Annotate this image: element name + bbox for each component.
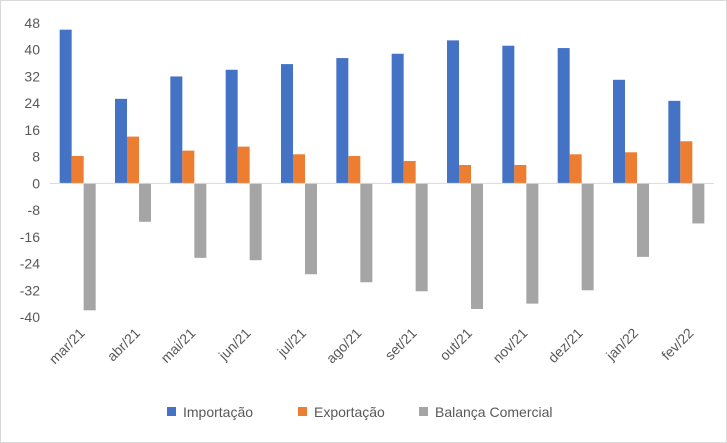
legend: Importação Exportação Balança Comercial: [167, 404, 553, 420]
bar: [459, 164, 471, 184]
bars: [59, 29, 705, 311]
bar: [581, 183, 594, 291]
x-tick-label: mai/21: [157, 325, 198, 366]
bar: [502, 45, 515, 184]
bar: [569, 154, 582, 184]
bar: [692, 183, 705, 224]
bar: [194, 183, 207, 258]
bar: [637, 183, 649, 257]
legend-label: Exportação: [314, 404, 385, 420]
bar: [526, 183, 539, 304]
x-tick-label: fev/22: [658, 325, 696, 363]
legend-label: Importação: [183, 404, 253, 420]
bar: [83, 183, 96, 311]
y-tick-label: -32: [20, 282, 40, 298]
x-tick-label: out/21: [436, 325, 475, 364]
x-tick-label: jun/21: [215, 325, 254, 364]
bar: [360, 183, 373, 283]
y-tick-label: 16: [24, 122, 40, 138]
x-tick-label: mar/21: [46, 325, 88, 367]
y-tick-label: 24: [24, 95, 40, 111]
legend-swatch: [167, 407, 176, 416]
bar: [447, 40, 459, 184]
bar: [71, 155, 84, 184]
x-tick-label: abr/21: [104, 325, 144, 365]
y-tick-label: 32: [24, 68, 40, 84]
bar: [237, 146, 250, 184]
bar: [415, 183, 428, 292]
y-tick-label: 40: [24, 42, 40, 58]
bar: [391, 53, 404, 184]
y-tick-label: 8: [32, 149, 40, 165]
bar: [680, 141, 693, 184]
legend-label: Balança Comercial: [435, 404, 553, 420]
x-tick-label: nov/21: [489, 325, 530, 366]
bar: [281, 64, 293, 184]
bar: [471, 183, 483, 309]
x-tick-label: dez/21: [545, 325, 586, 366]
bar: [225, 69, 238, 184]
y-tick-label: -16: [20, 229, 40, 245]
bar: [59, 29, 72, 184]
bar: [403, 160, 416, 184]
bar: [115, 98, 127, 184]
bar: [293, 154, 305, 184]
legend-swatch: [298, 407, 307, 416]
legend-swatch: [419, 407, 428, 416]
x-tick-label: ago/21: [323, 325, 365, 367]
bar: [557, 48, 570, 184]
y-tick-label: -24: [20, 256, 40, 272]
x-tick-label: set/21: [382, 325, 420, 363]
bar: [348, 155, 361, 184]
y-tick-label: 48: [24, 15, 40, 31]
bar: [170, 76, 183, 184]
x-axis-ticks: mar/21 abr/21 mai/21 jun/21 jul/21 ago/21 set/…: [46, 325, 697, 367]
y-axis-ticks: 48 40 32 24 16 8 0 -8 -16 -24 -32 -40: [20, 15, 40, 325]
y-tick-label: -40: [20, 309, 40, 325]
y-tick-label: -8: [28, 202, 41, 218]
bar: [182, 150, 195, 184]
bar: [625, 152, 637, 184]
x-tick-label: jan/22: [602, 325, 641, 364]
bar: [514, 164, 527, 184]
bar: [249, 183, 262, 261]
bar: [305, 183, 317, 275]
bar: [668, 100, 681, 184]
bar: [336, 58, 349, 184]
bar: [613, 79, 625, 184]
bar: [139, 183, 151, 222]
x-tick-label: jul/21: [273, 325, 309, 361]
bar: [127, 136, 139, 184]
y-tick-label: 0: [32, 175, 40, 191]
